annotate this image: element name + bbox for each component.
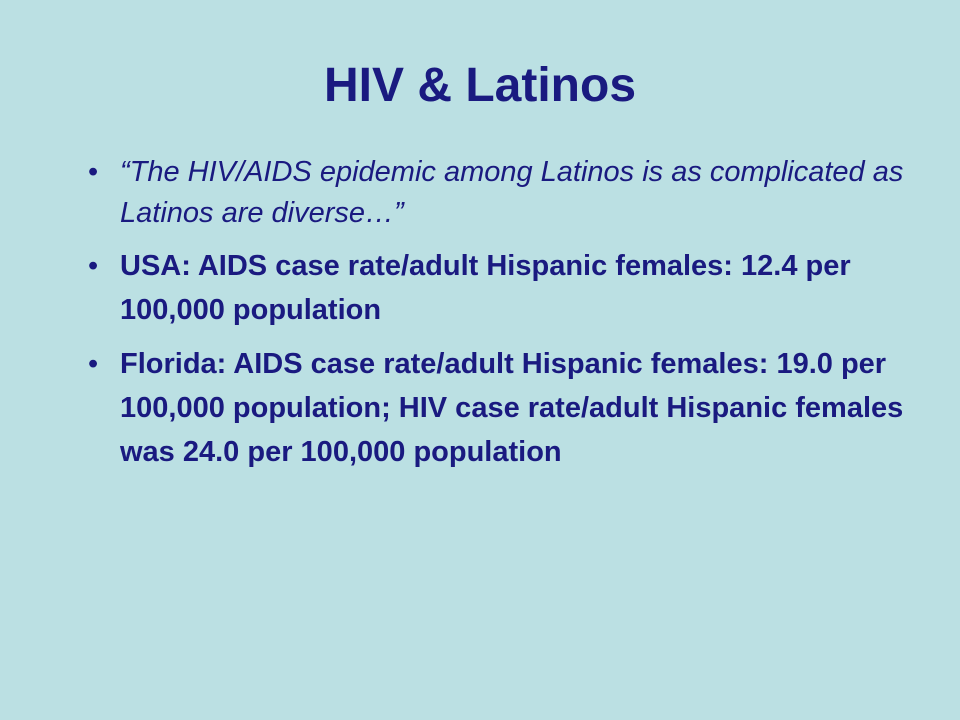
- slide-title: HIV & Latinos: [323, 59, 637, 112]
- bullet-list: “The HIV/AIDS epidemic among Latinos is …: [88, 152, 908, 484]
- bullet-item: USA: AIDS case rate/adult Hispanic femal…: [88, 244, 908, 332]
- bullet-item: “The HIV/AIDS epidemic among Latinos is …: [88, 152, 908, 234]
- bullet-item: Florida: AIDS case rate/adult Hispanic f…: [88, 342, 908, 474]
